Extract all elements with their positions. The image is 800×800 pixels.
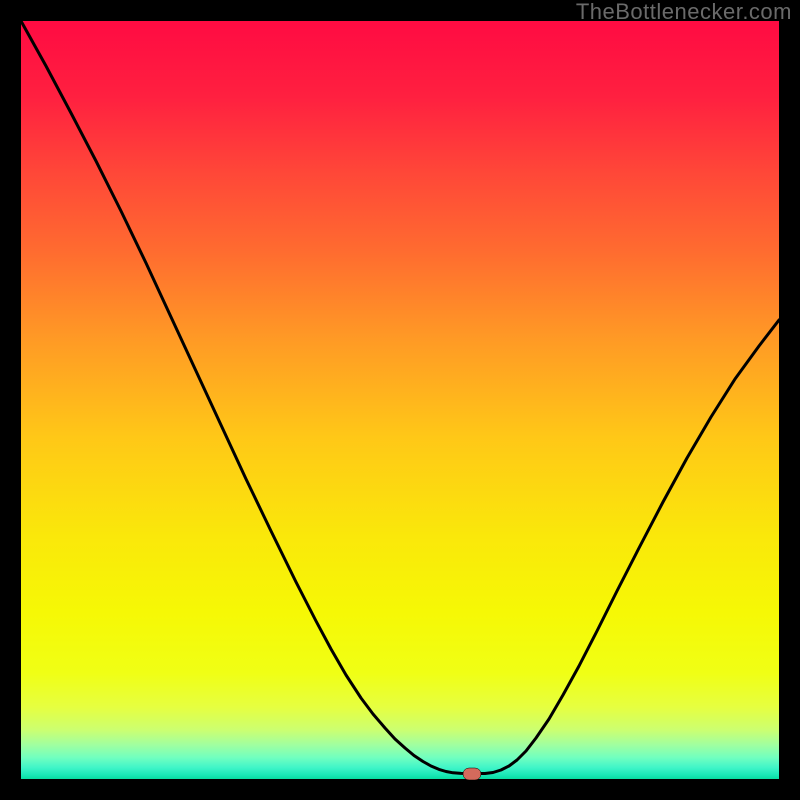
chart-container: { "chart": { "type": "line", "canvas": {… <box>0 0 800 800</box>
plot-area <box>21 21 779 779</box>
bottleneck-curve <box>21 21 779 779</box>
watermark-text: TheBottlenecker.com <box>576 0 792 25</box>
optimum-marker <box>462 767 482 781</box>
